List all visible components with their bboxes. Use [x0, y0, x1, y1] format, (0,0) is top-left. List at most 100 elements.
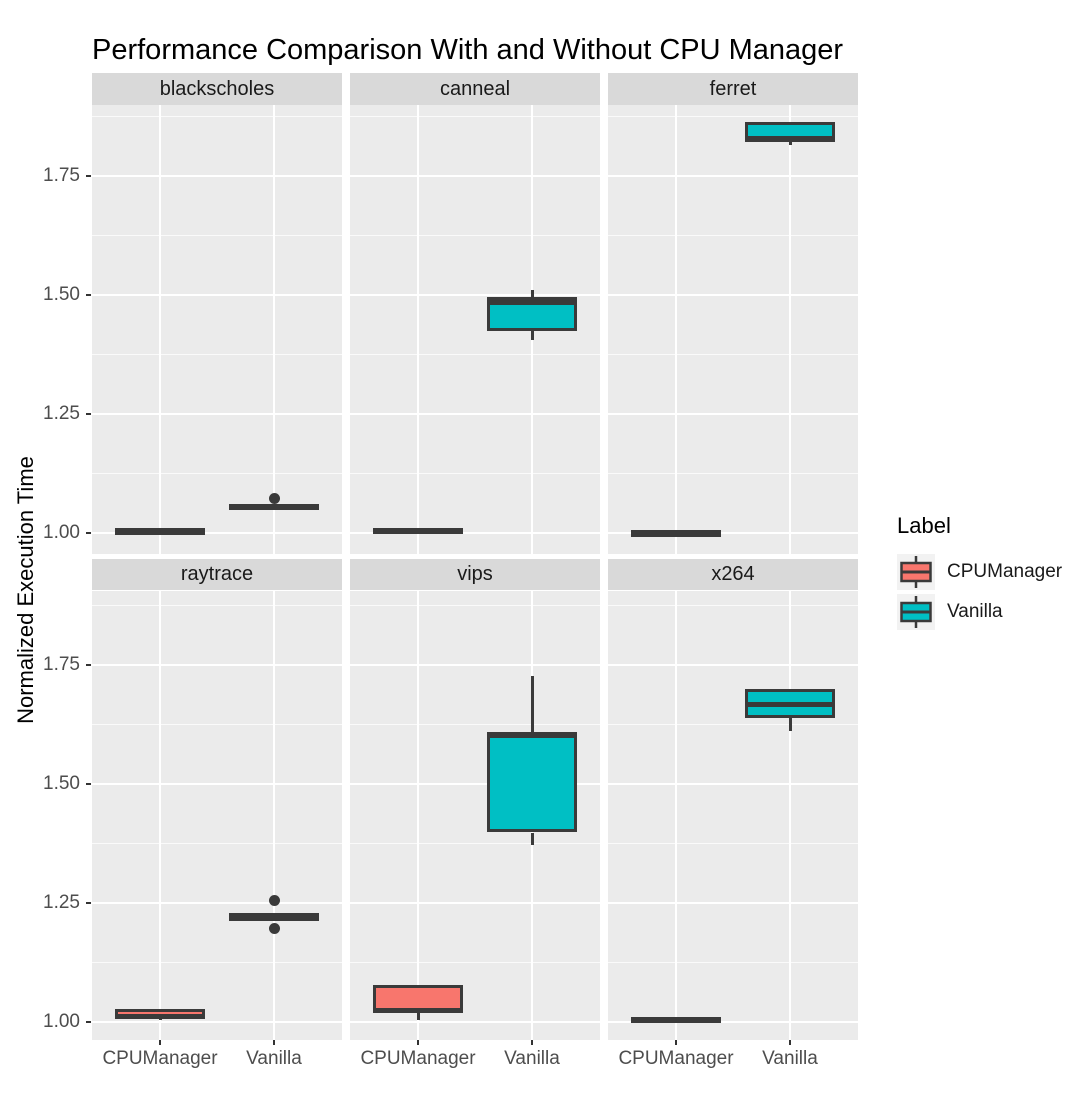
- median-line: [631, 1016, 721, 1022]
- gridline-vertical: [159, 105, 161, 554]
- median-line: [115, 1013, 205, 1019]
- x-tick-mark: [531, 1040, 533, 1045]
- y-tick-mark: [86, 902, 91, 904]
- x-tick-label: Vanilla: [246, 1048, 302, 1069]
- facet-strip: blackscholes: [92, 73, 342, 105]
- x-tick-label: Vanilla: [504, 1048, 560, 1069]
- x-tick-mark: [159, 1040, 161, 1045]
- facet-strip: canneal: [350, 73, 600, 105]
- facet-panel-canneal: [350, 105, 600, 554]
- median-line: [487, 733, 577, 739]
- gridline-minor: [92, 354, 342, 355]
- gridline-minor: [92, 843, 342, 844]
- gridline-minor: [608, 354, 858, 355]
- gridline-major: [92, 413, 342, 415]
- gridline-vertical: [675, 591, 677, 1040]
- gridline-major: [92, 175, 342, 177]
- facet-strip: raytrace: [92, 559, 342, 590]
- outlier-point: [268, 923, 280, 935]
- gridline-vertical: [273, 591, 275, 1040]
- gridline-minor: [608, 605, 858, 606]
- y-tick-label: 1.75: [43, 165, 80, 186]
- facet-strip-label: vips: [457, 563, 493, 585]
- whisker-lower: [416, 1013, 420, 1020]
- boxplot-glyph-icon: [900, 556, 932, 588]
- gridline-minor: [350, 235, 600, 236]
- facet-strip-label: x264: [711, 563, 755, 585]
- whisker-lower: [530, 832, 534, 845]
- gridline-major: [608, 175, 858, 177]
- y-tick-label: 1.75: [43, 654, 80, 675]
- y-tick-label: 1.50: [43, 773, 80, 794]
- gridline-minor: [92, 116, 342, 117]
- boxplot-key-icon: [897, 594, 935, 630]
- facet-strip: x264: [608, 559, 858, 590]
- legend-item-label: Vanilla: [947, 601, 1003, 622]
- facet-strip: vips: [350, 559, 600, 590]
- y-tick-label: 1.25: [43, 403, 80, 424]
- gridline-minor: [608, 724, 858, 725]
- gridline-minor: [350, 116, 600, 117]
- facet-panel-x264: [608, 591, 858, 1040]
- gridline-minor: [350, 724, 600, 725]
- x-tick-label: CPUManager: [102, 1048, 218, 1069]
- facet-strip-label: raytrace: [180, 563, 254, 585]
- gridline-minor: [608, 116, 858, 117]
- y-tick-mark: [86, 783, 91, 785]
- y-tick-label: 1.50: [43, 284, 80, 305]
- gridline-vertical: [675, 105, 677, 554]
- gridline-major: [350, 664, 600, 666]
- gridline-minor: [350, 605, 600, 606]
- outlier-point: [268, 894, 280, 906]
- whisker-lower: [158, 1018, 162, 1021]
- median-line: [487, 300, 577, 306]
- y-tick-mark: [86, 413, 91, 415]
- y-tick-label: 1.00: [43, 1011, 80, 1032]
- x-tick-mark: [273, 1040, 275, 1045]
- gridline-major: [350, 294, 600, 296]
- y-axis-title: Normalized Execution Time: [13, 456, 38, 724]
- gridline-major: [92, 1021, 342, 1023]
- median-line: [373, 1008, 463, 1014]
- gridline-minor: [350, 843, 600, 844]
- median-line: [745, 135, 835, 141]
- gridline-major: [608, 783, 858, 785]
- gridline-vertical: [417, 105, 419, 554]
- gridline-major: [350, 783, 600, 785]
- x-tick-mark: [789, 1040, 791, 1045]
- gridline-vertical: [789, 591, 791, 1040]
- gridline-minor: [92, 473, 342, 474]
- gridline-vertical: [159, 591, 161, 1040]
- gridline-major: [350, 902, 600, 904]
- gridline-minor: [92, 962, 342, 963]
- boxplot-glyph-icon: [900, 596, 932, 628]
- gridline-minor: [608, 473, 858, 474]
- gridline-major: [608, 902, 858, 904]
- boxplot-key-icon: [897, 554, 935, 590]
- median-line: [745, 701, 835, 707]
- gridline-major: [92, 783, 342, 785]
- gridline-minor: [92, 235, 342, 236]
- facet-strip: ferret: [608, 73, 858, 105]
- y-tick-mark: [86, 532, 91, 534]
- gridline-minor: [350, 473, 600, 474]
- whisker-lower: [788, 718, 792, 731]
- y-tick-mark: [86, 1021, 91, 1023]
- gridline-major: [92, 902, 342, 904]
- box-vanilla: [487, 732, 577, 833]
- gridline-major: [350, 175, 600, 177]
- x-tick-label: CPUManager: [618, 1048, 734, 1069]
- facet-panel-ferret: [608, 105, 858, 554]
- y-tick-mark: [86, 294, 91, 296]
- gridline-major: [350, 1021, 600, 1023]
- gridline-minor: [608, 962, 858, 963]
- gridline-major: [608, 413, 858, 415]
- median-line: [229, 503, 319, 509]
- gridline-vertical: [273, 105, 275, 554]
- legend-item-cpumanager: CPUManager: [897, 553, 1062, 591]
- legend-item-vanilla: Vanilla: [897, 593, 1062, 631]
- whisker-lower: [788, 142, 792, 146]
- gridline-major: [92, 532, 342, 534]
- x-tick-mark: [675, 1040, 677, 1045]
- gridline-major: [92, 664, 342, 666]
